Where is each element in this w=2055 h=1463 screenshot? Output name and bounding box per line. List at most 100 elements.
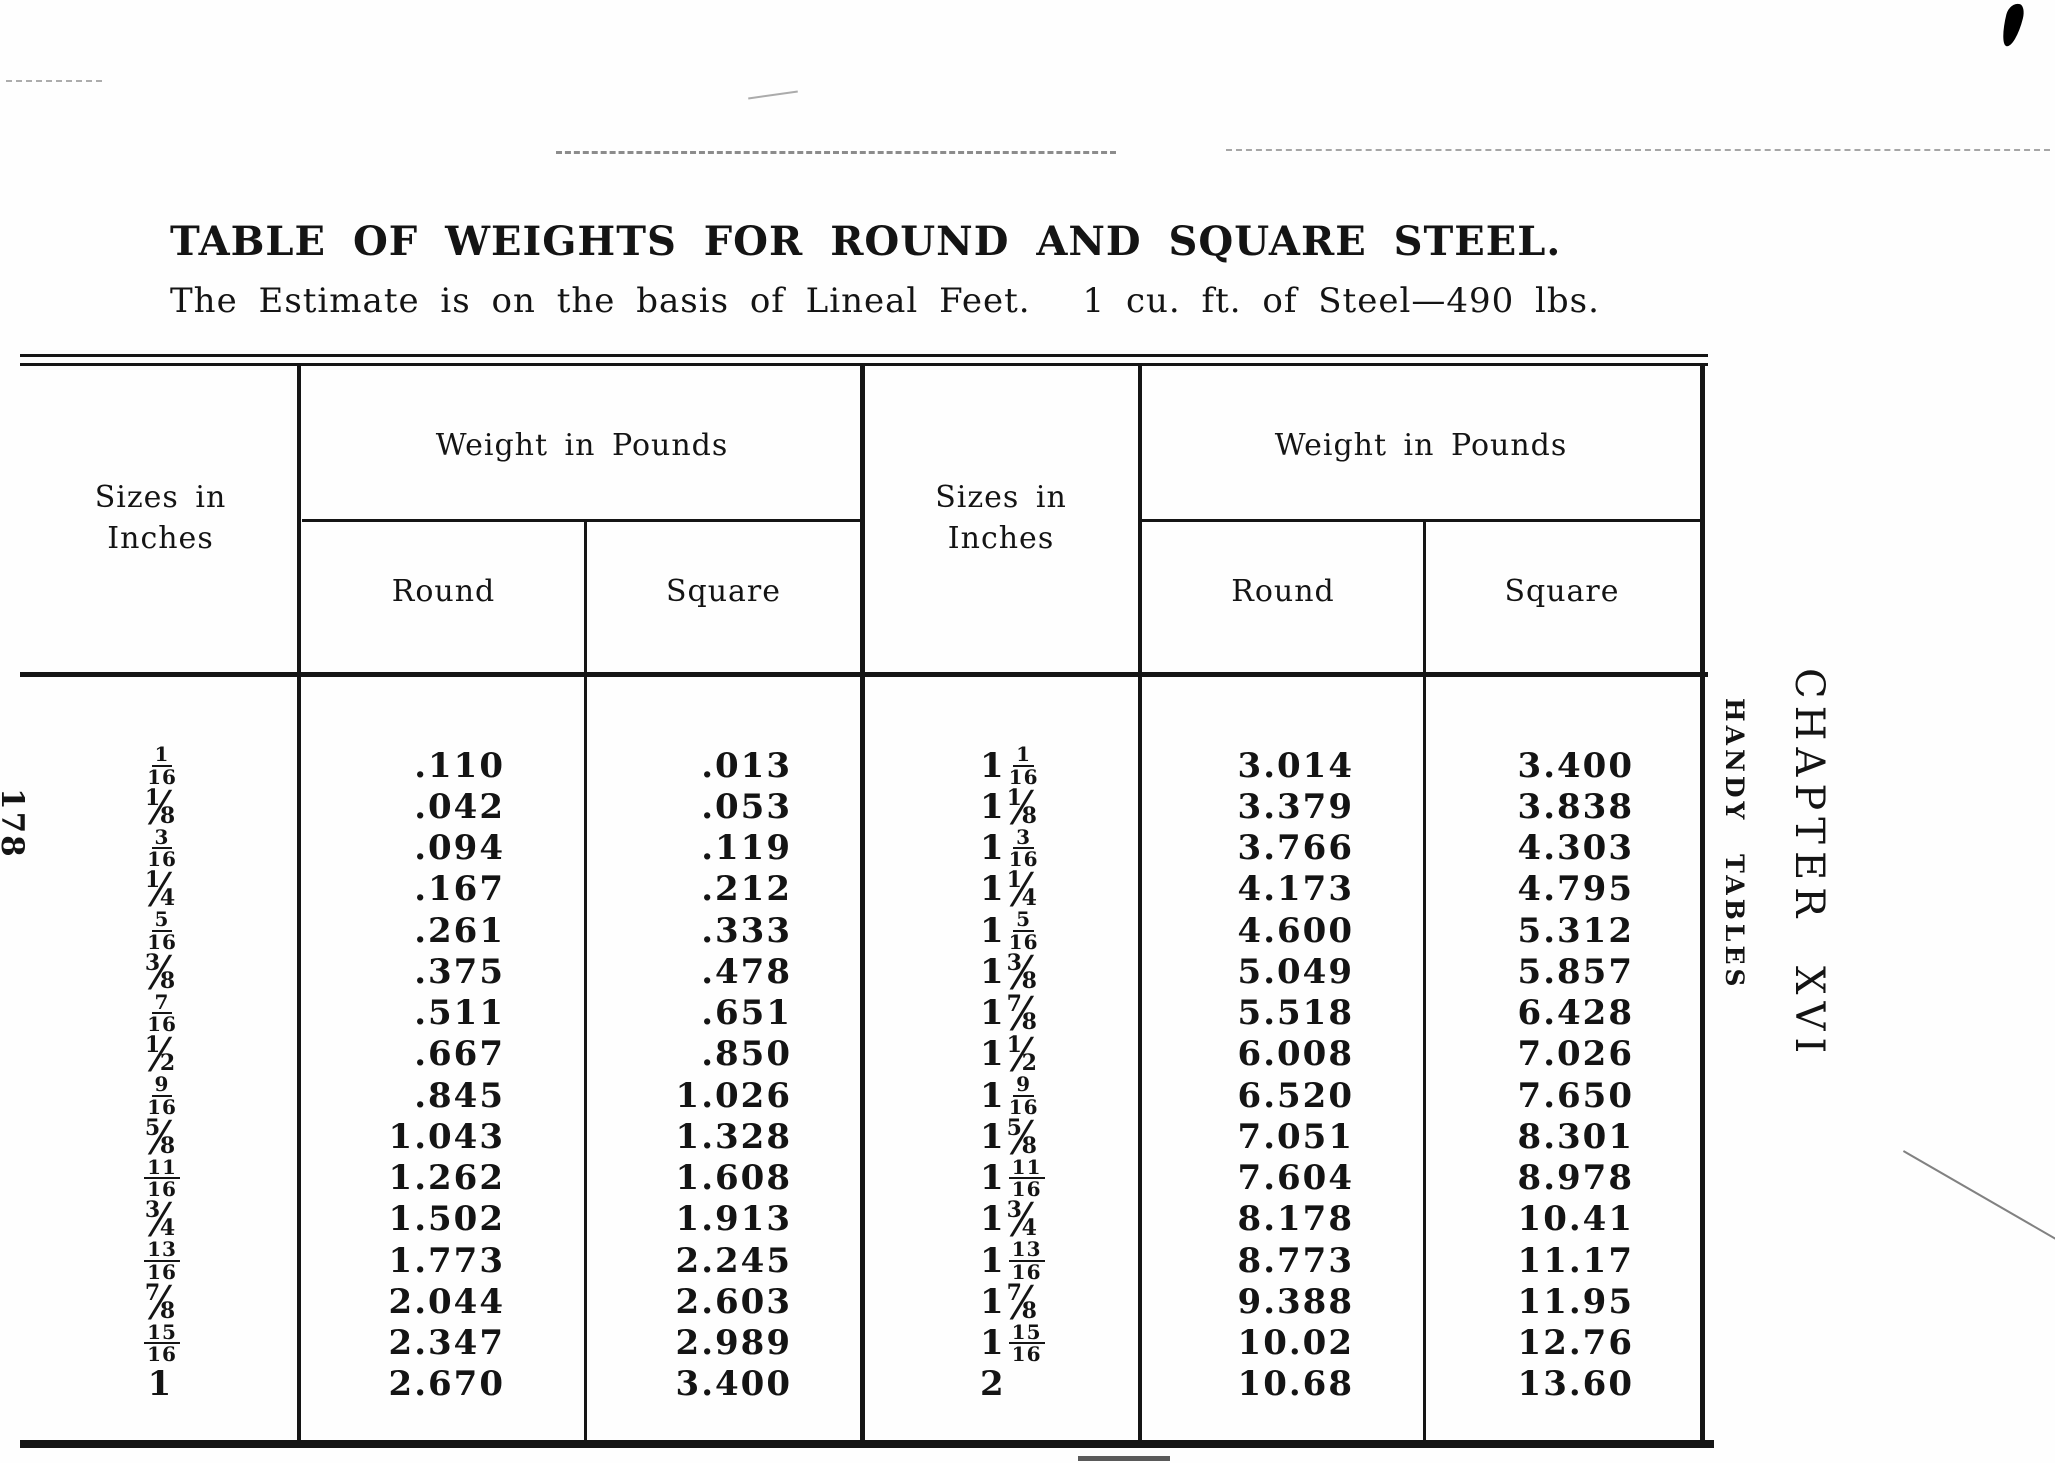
scan-artifact-dashed-line (556, 151, 1116, 154)
size-fraction: 11 16 (1008, 1157, 1045, 1199)
size-cell: 1 13 16 (862, 1239, 1140, 1282)
size-fraction: 5 16 (1008, 907, 1039, 954)
square-weight-cell: .478 (701, 951, 792, 992)
size-fraction: 5 16 (147, 907, 177, 954)
size-fraction: 15 16 (144, 1322, 180, 1364)
square-weight-cell: .651 (701, 993, 792, 1034)
round-weight-cell: .261 (414, 910, 505, 951)
size-cell: 1 16 (22, 744, 299, 787)
scan-artifact-dashed-line (6, 80, 102, 82)
table-row: 11 16 1.262 1.608 (22, 1157, 862, 1199)
table-row: 9 16 .845 1.026 (22, 1074, 862, 1117)
table-row: 1 5 16 4.600 5.312 (862, 907, 1700, 954)
header-underline-right (1142, 519, 1703, 522)
table-row: 1 5 ⁄ 8 7.051 8.301 (862, 1115, 1700, 1161)
round-weight-cell: 7.604 (1237, 1158, 1354, 1199)
size-fraction: 7 ⁄ 8 (1006, 987, 1039, 1042)
scan-artifact-dashed-line (1226, 149, 2050, 151)
square-weight-cell: 8.301 (1517, 1116, 1634, 1157)
table-row: 1 3 16 3.766 4.303 (862, 827, 1700, 870)
size-cell: 1 15 16 (862, 1322, 1140, 1364)
table-right-border (1700, 363, 1705, 1440)
size-whole-number: 1 (980, 1075, 1006, 1116)
table-row: 1 ⁄ 2 .667 .850 (22, 1028, 862, 1083)
table-row: 1 3 ⁄ 4 8.178 10.41 (862, 1197, 1700, 1243)
square-weight-cell: .013 (701, 745, 792, 786)
chapter-heading-sideways: CHAPTER XVI (1786, 668, 1832, 1061)
square-weight-cell: 12.76 (1517, 1323, 1634, 1364)
round-weight-cell: 2.347 (388, 1323, 505, 1364)
ink-blot-mark (1998, 1, 2027, 49)
table-row: 5 ⁄ 8 1.043 1.328 (22, 1115, 862, 1161)
table-row: 1 1 ⁄ 4 4.173 4.795 (862, 863, 1700, 918)
size-cell: 1 ⁄ 2 (22, 1028, 299, 1083)
table-row: 1 2.670 3.400 (22, 1364, 862, 1405)
header-underline-left (302, 519, 862, 522)
round-weight-cell: 4.173 (1237, 869, 1354, 910)
size-fraction: 1 16 (1008, 742, 1039, 789)
size-fraction: 1 ⁄ 2 (144, 1028, 178, 1083)
size-cell: 1 5 ⁄ 8 (862, 1115, 1140, 1161)
round-weight-cell: 8.178 (1237, 1199, 1354, 1240)
table-row: 1 9 16 6.520 7.650 (862, 1072, 1700, 1119)
size-whole-number: 1 (980, 786, 1006, 827)
table-row: 3 ⁄ 4 1.502 1.913 (22, 1197, 862, 1243)
size-fraction: 13 16 (144, 1239, 180, 1282)
round-weight-cell: .667 (414, 1034, 505, 1075)
size-whole-number: 1 (980, 910, 1006, 951)
size-whole-number: 1 (980, 993, 1006, 1034)
size-whole-number: 1 (980, 1158, 1006, 1199)
square-weight-cell: 13.60 (1517, 1364, 1634, 1405)
column-divider (1423, 519, 1426, 1440)
column-divider (584, 519, 587, 1440)
size-cell: 1 1 ⁄ 2 (862, 1032, 1140, 1078)
subtitle-basis-text: The Estimate is on the basis of Lineal F… (170, 281, 1031, 321)
table-row: 7 16 .511 .651 (22, 992, 862, 1035)
table-row: 15 16 2.347 2.989 (22, 1322, 862, 1364)
size-cell: 1 3 ⁄ 4 (862, 1197, 1140, 1243)
square-weight-cell: 10.41 (1517, 1199, 1634, 1240)
square-weight-cell: .119 (701, 828, 792, 869)
round-weight-cell: 10.68 (1237, 1364, 1354, 1405)
square-column-header-right: Square (1504, 574, 1620, 609)
size-whole-number: 1 (980, 1034, 1006, 1075)
square-weight-cell: 11.17 (1517, 1240, 1634, 1281)
sizes-in-inches-header-right: Sizes in Inches (935, 480, 1067, 556)
round-weight-cell: 2.670 (388, 1364, 505, 1405)
round-weight-cell: 2.044 (388, 1281, 505, 1322)
round-weight-cell: 1.262 (388, 1158, 505, 1199)
size-cell: 1 11 16 (862, 1157, 1140, 1199)
square-weight-cell: 3.400 (1517, 745, 1634, 786)
size-fraction: 1 ⁄ 4 (1006, 863, 1039, 918)
sizes-in-inches-header-left: Sizes in Inches (94, 480, 227, 556)
scan-artifact-scratch (1902, 1150, 2055, 1252)
size-whole-number: 1 (147, 1364, 174, 1405)
size-cell: 1 3 ⁄ 8 (862, 950, 1140, 996)
size-whole-number: 1 (980, 1240, 1006, 1281)
square-weight-cell: 6.428 (1517, 993, 1634, 1034)
round-weight-cell: 6.520 (1237, 1075, 1354, 1116)
table-row: 1 ⁄ 4 .167 .212 (22, 863, 862, 918)
square-weight-cell: .053 (701, 786, 792, 827)
round-weight-cell: .110 (414, 745, 505, 786)
square-weight-cell: 5.857 (1517, 951, 1634, 992)
size-cell: 9 16 (22, 1074, 299, 1117)
size-fraction: 7 ⁄ 8 (144, 1275, 178, 1330)
page-subtitle: The Estimate is on the basis of Lineal F… (170, 281, 1599, 321)
size-fraction: 9 16 (1008, 1072, 1039, 1119)
size-cell: 1 1 ⁄ 4 (862, 863, 1140, 918)
size-cell: 1 1 ⁄ 8 (862, 785, 1140, 831)
size-cell: 1 7 ⁄ 8 (862, 987, 1140, 1042)
size-cell: 7 ⁄ 8 (22, 1275, 299, 1330)
subtitle-density-text: 1 cu. ft. of Steel—490 lbs. (1082, 281, 1600, 321)
size-whole-number: 1 (980, 828, 1006, 869)
round-weight-cell: 9.388 (1237, 1281, 1354, 1322)
size-fraction: 1 ⁄ 4 (144, 863, 178, 918)
round-weight-cell: 3.379 (1237, 786, 1354, 827)
column-divider (860, 363, 865, 1440)
round-weight-cell: .845 (414, 1075, 505, 1116)
